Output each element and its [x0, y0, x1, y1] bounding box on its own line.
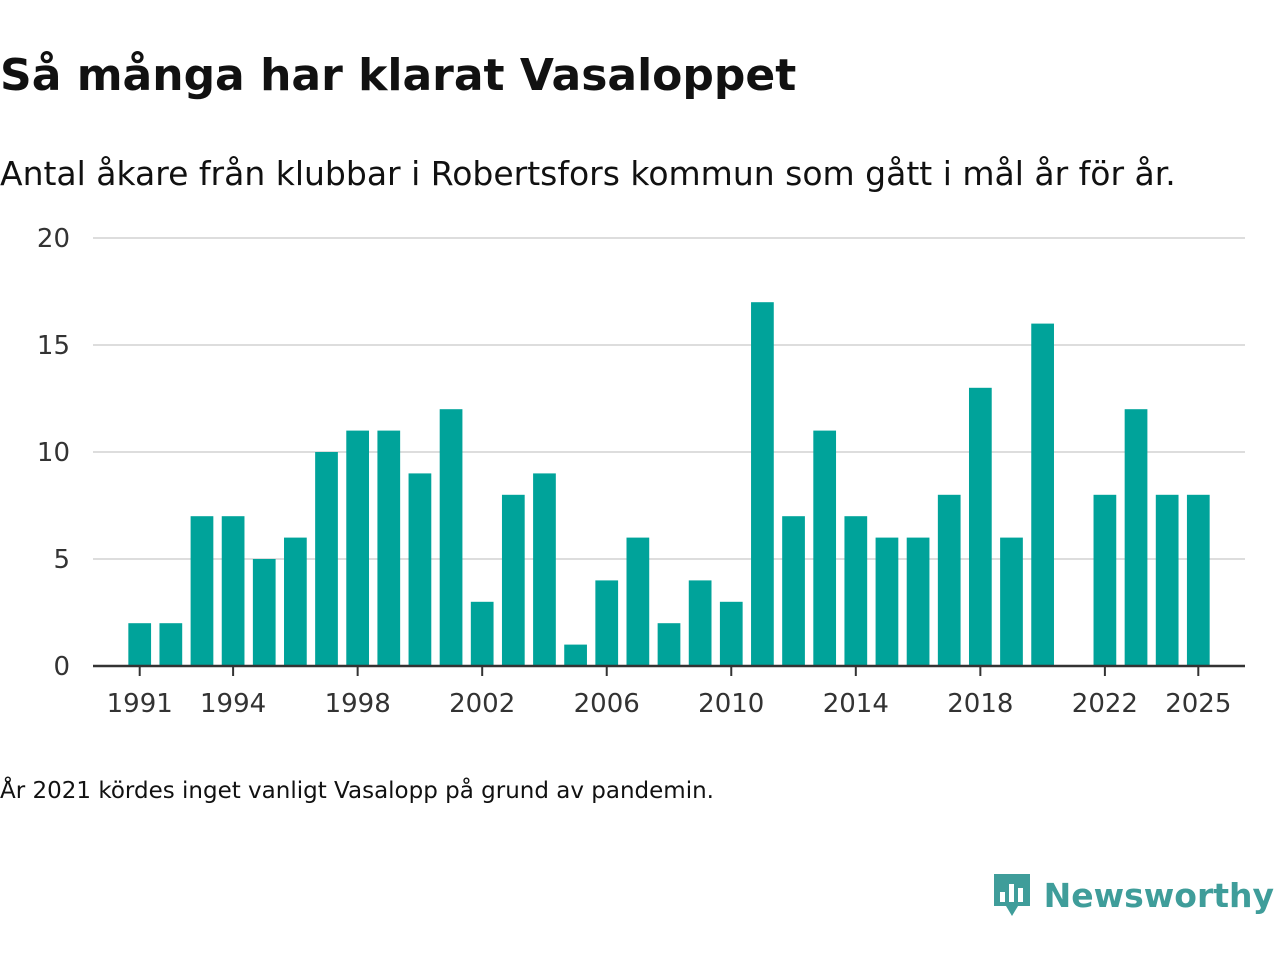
y-tick-label: 10 [37, 438, 70, 468]
bar [284, 537, 307, 666]
brand-name: Newsworthy [1043, 875, 1274, 915]
bar [346, 430, 370, 666]
brand-logo: Newsworthy [992, 870, 1274, 920]
footnote: År 2021 kördes inget vanligt Vasalopp på… [0, 778, 714, 804]
x-tick-label: 2022 [1072, 689, 1138, 719]
x-tick-label: 1998 [325, 689, 391, 719]
bar [533, 473, 556, 666]
bar [875, 537, 899, 666]
bar [315, 452, 338, 666]
x-tick-label: 1991 [107, 689, 173, 719]
bar [128, 623, 152, 666]
x-tick-label: 2006 [574, 689, 640, 719]
tick-labels: 0 5 10 15 20 1991 1994 1998 2002 2006 2010 2014 2018… [37, 224, 1231, 719]
bar [688, 580, 712, 666]
bar [377, 430, 401, 666]
bar [906, 537, 930, 666]
bar [159, 623, 183, 666]
bar [1186, 494, 1210, 666]
bar [751, 302, 774, 666]
bar [813, 430, 837, 666]
y-tick-label: 15 [37, 331, 70, 361]
chart-title: Så många har klarat Vasaloppet [0, 50, 797, 101]
bar [626, 537, 650, 666]
bar [564, 644, 587, 666]
x-tick-label: 2018 [947, 689, 1013, 719]
bar [782, 516, 805, 666]
bar [1155, 494, 1179, 666]
bar [1093, 494, 1117, 666]
axes [93, 664, 1245, 676]
x-tick-label: 1994 [200, 689, 266, 719]
bar [657, 623, 681, 666]
bar [595, 580, 619, 666]
bar [190, 516, 214, 666]
bar [1000, 537, 1023, 666]
x-tick-label: 2025 [1165, 689, 1231, 719]
bar [1031, 323, 1054, 666]
bar [1124, 409, 1148, 666]
bar-chart: 0 5 10 15 20 1991 1994 1998 2002 2006 2010 2014 2018… [37, 224, 1245, 719]
bar [968, 387, 992, 666]
x-tick-label: 2014 [823, 689, 889, 719]
y-tick-label: 0 [53, 652, 70, 682]
y-tick-label: 20 [37, 224, 70, 254]
x-tick-label: 2002 [449, 689, 515, 719]
bar [408, 473, 432, 666]
bar [501, 494, 525, 666]
bar [844, 516, 868, 666]
bar [439, 409, 463, 666]
x-tick-label: 2010 [698, 689, 764, 719]
y-tick-label: 5 [53, 545, 70, 575]
bar [719, 601, 743, 666]
bars [128, 302, 1210, 666]
newsworthy-logo-icon [993, 874, 1030, 916]
grid-lines [93, 237, 1245, 560]
bar [937, 494, 961, 666]
bar [470, 601, 494, 666]
chart-subtitle: Antal åkare från klubbar i Robertsfors k… [0, 154, 1176, 193]
bar [221, 516, 245, 666]
bar [252, 559, 276, 666]
